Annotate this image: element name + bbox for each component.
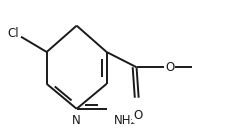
Text: O: O [164,61,173,74]
Text: Cl: Cl [8,27,19,40]
Text: O: O [132,109,142,122]
Text: NH₂: NH₂ [114,114,136,127]
Text: N: N [72,114,81,127]
